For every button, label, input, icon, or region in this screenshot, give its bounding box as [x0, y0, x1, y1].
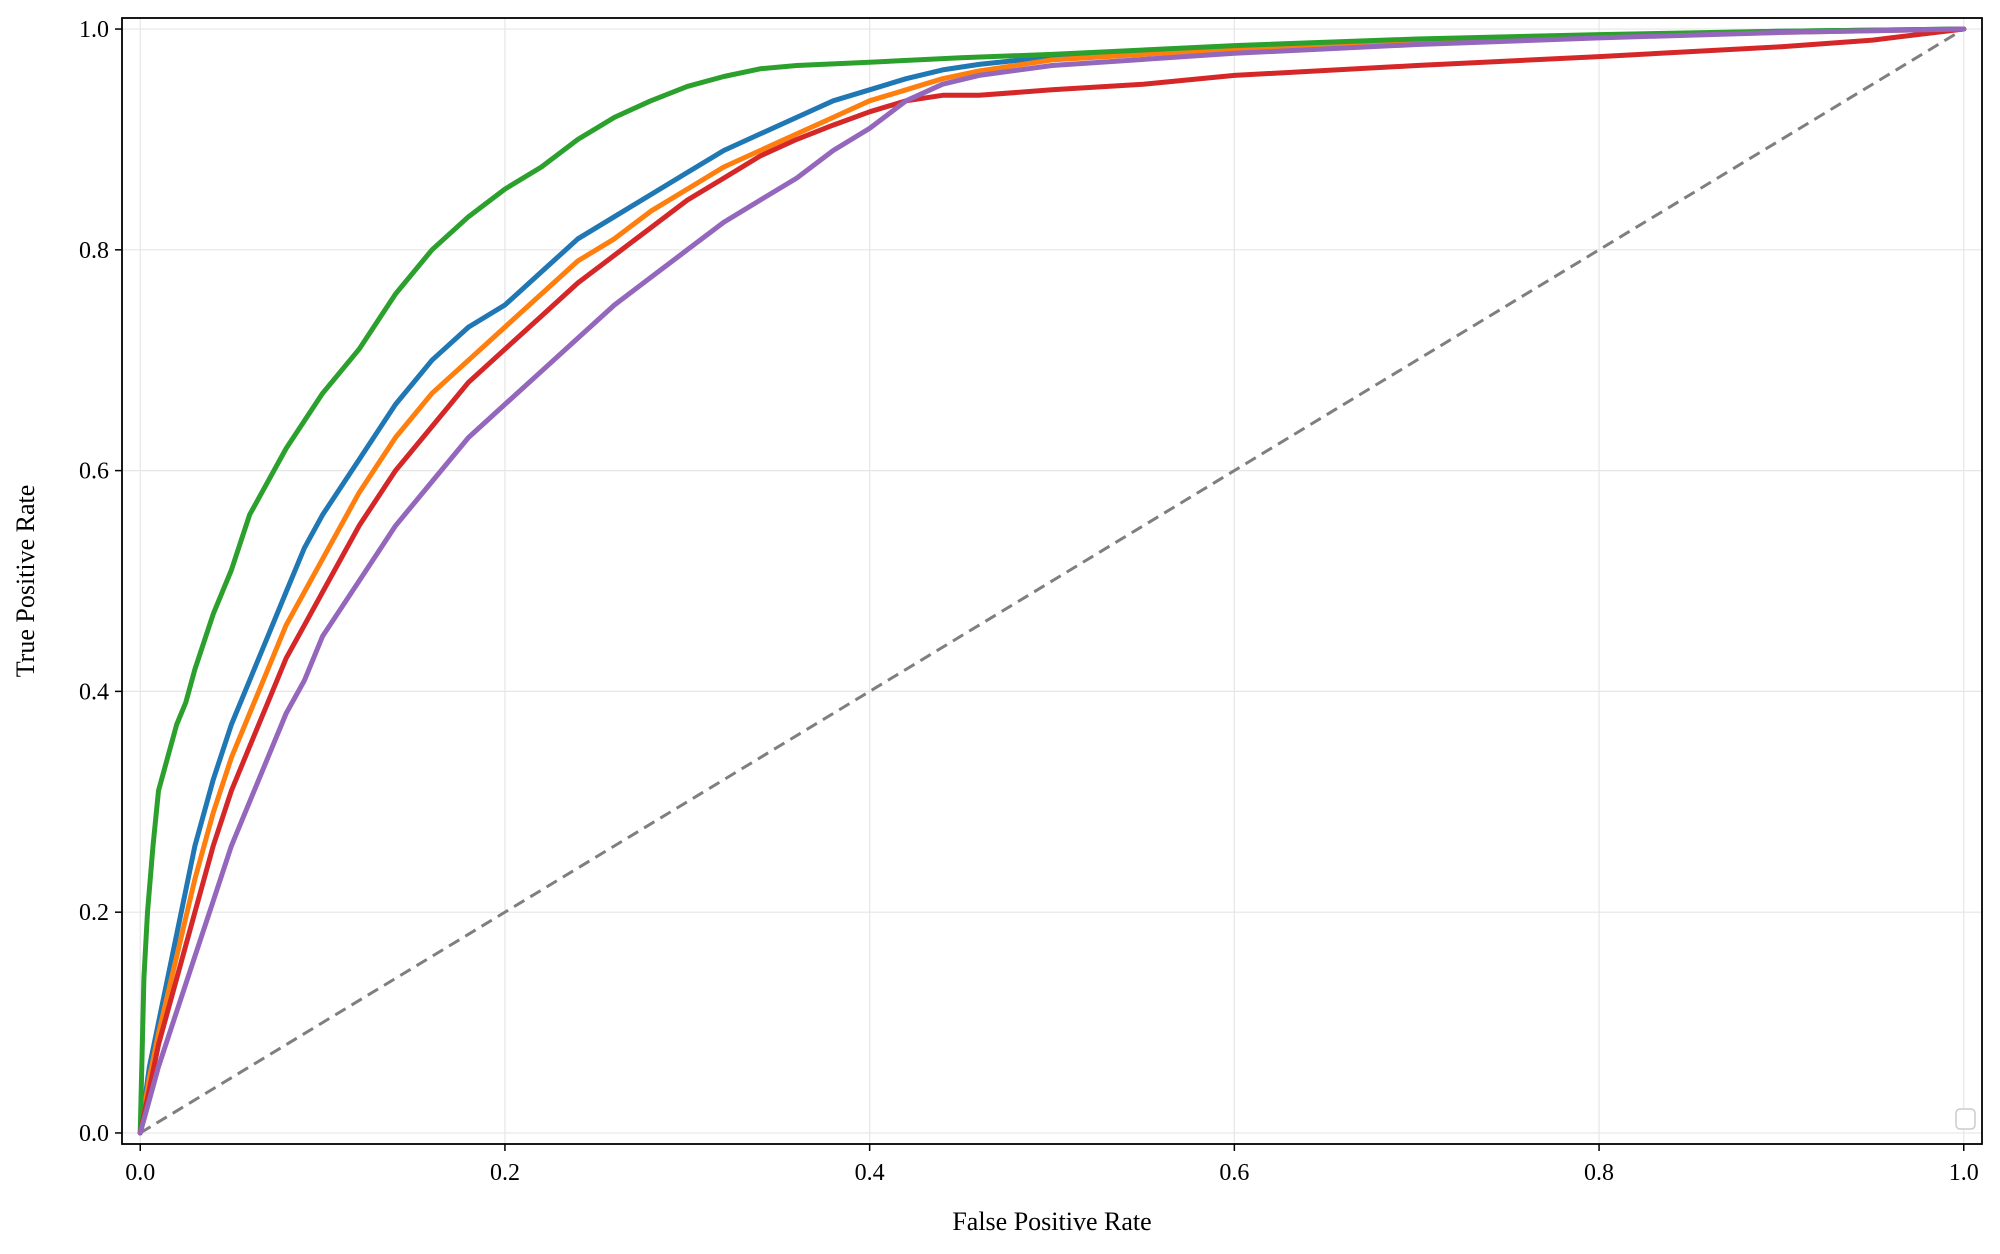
roc-curve-2: [137, 26, 1967, 1136]
x-axis-label: False Positive Rate: [952, 1207, 1151, 1236]
legend-box: [1955, 1108, 1976, 1130]
x-tick-label: 0.0: [125, 1160, 155, 1186]
x-tick-label: 1.0: [1949, 1160, 1979, 1186]
plot-lines: [137, 26, 1967, 1136]
roc-curve-3: [137, 26, 1967, 1136]
y-tick-label: 0.8: [79, 238, 109, 264]
roc-curve-5: [137, 26, 1967, 1136]
y-tick-label: 0.2: [79, 900, 109, 926]
roc-curve-1: [137, 26, 1967, 1136]
y-tick-label: 0.4: [79, 679, 109, 705]
x-tick-label: 0.6: [1219, 1160, 1249, 1186]
y-axis-label: True Positive Rate: [11, 485, 40, 678]
chance-diagonal-line: [139, 27, 1965, 1135]
roc-curve-4: [137, 26, 1967, 1136]
plot-frame: [121, 17, 1983, 1145]
axis-ticks: 0.0 0.2 0.4 0.6 0.8 1.0 0.0 0.2 0.4 0.6 0.8 1.0: [79, 17, 1979, 1186]
x-tick-label: 0.8: [1584, 1160, 1614, 1186]
x-tick-label: 0.4: [855, 1160, 885, 1186]
y-tick-label: 0.0: [79, 1121, 109, 1147]
y-tick-label: 0.6: [79, 459, 109, 485]
x-tick-label: 0.2: [490, 1160, 520, 1186]
y-tick-label: 1.0: [79, 17, 109, 43]
